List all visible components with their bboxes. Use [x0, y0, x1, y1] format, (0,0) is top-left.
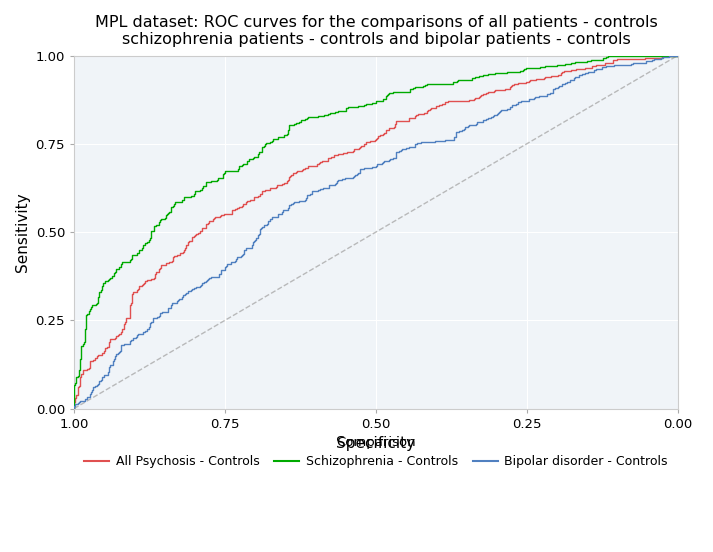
X-axis label: Specificity: Specificity — [337, 436, 416, 451]
Title: MPL dataset: ROC curves for the comparisons of all patients - controls
schizophr: MPL dataset: ROC curves for the comparis… — [95, 15, 657, 47]
Legend: All Psychosis - Controls, Schizophrenia - Controls, Bipolar disorder - Controls: All Psychosis - Controls, Schizophrenia … — [79, 431, 672, 473]
Y-axis label: Sensitivity: Sensitivity — [15, 192, 30, 272]
